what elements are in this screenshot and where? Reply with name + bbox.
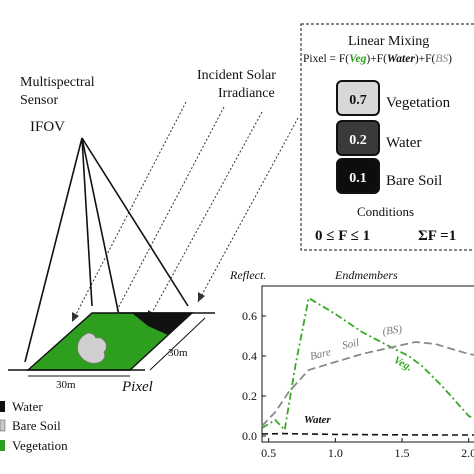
eq-bs: BS: [435, 53, 448, 65]
solar-ray-3: [147, 111, 263, 321]
conditions-title: Conditions: [357, 204, 414, 219]
pixel-label: Pixel: [121, 379, 153, 395]
mixing-equation: Pixel = F(Veg)+F(Water)+F(BS): [303, 53, 452, 65]
series-label-bare: Bare: [309, 346, 332, 363]
legend-swatch-bare-soil: [0, 419, 6, 432]
y-tick-label: 0.6: [242, 309, 257, 323]
ifov-edge-back: [81, 137, 93, 307]
solar-ray-2: [104, 106, 225, 334]
eq-veg: Veg: [349, 53, 367, 65]
sensor-label-line1: Multispectral: [20, 75, 95, 90]
series-label-water: Water: [304, 414, 331, 426]
fraction-box-water: [336, 120, 380, 156]
series-label-bs: (BS): [382, 323, 403, 338]
fraction-label-bare-soil: Bare Soil: [386, 173, 442, 189]
legend-label-water: Water: [12, 399, 43, 414]
series-label-soil: Soil: [341, 337, 360, 352]
linear-mixing-panel: Linear Mixing Pixel = F(Veg)+F(Water)+F(…: [300, 23, 474, 251]
legend: Water Bare Soil Vegetation: [0, 399, 68, 453]
pixel-width-label: 30m: [56, 379, 76, 391]
legend-swatch-vegetation: [0, 440, 5, 451]
solar-ray-1: [71, 101, 187, 323]
arrowhead-1: [72, 312, 79, 322]
sensor-label-line2: Sensor: [20, 93, 58, 108]
mixing-title: Linear Mixing: [348, 34, 429, 49]
condition-sum: ΣF =1: [418, 228, 456, 244]
chart-ylabel: Reflect.: [229, 268, 266, 282]
condition-range: 0 ≤ F ≤ 1: [315, 228, 370, 244]
mixing-box-border: [300, 23, 474, 251]
pixel-depth-label: 30m: [168, 347, 188, 359]
endmember-chart: Reflect. Endmembers 0.0 0.2 0.4 0.6 0.5 1.0 1.…: [229, 268, 474, 460]
bare-soil-area: [77, 332, 107, 364]
fraction-label-vegetation: Vegetation: [386, 95, 451, 111]
eq-water: Water: [387, 53, 415, 65]
x-tick-label: 1.0: [328, 446, 343, 460]
legend-swatch-water: [0, 401, 5, 412]
arrowhead-4: [198, 292, 205, 302]
y-tick-label: 0.2: [242, 389, 257, 403]
legend-label-bare-soil: Bare Soil: [12, 418, 61, 433]
ifov-label: IFOV: [30, 119, 65, 135]
y-tick-label: 0.0: [242, 429, 257, 443]
eq-suffix: ): [448, 53, 452, 65]
chart-series: [261, 296, 474, 436]
series-line-2: [261, 432, 474, 436]
chart-title: Endmembers: [334, 268, 398, 282]
legend-label-vegetation: Vegetation: [12, 438, 68, 453]
fraction-box-bare-soil: [336, 158, 380, 194]
solar-ray-4: [197, 117, 299, 303]
chart-ticks: 0.0 0.2 0.4 0.6 0.5 1.0 1.5 2.0: [242, 309, 474, 460]
x-tick-label: 0.5: [261, 446, 276, 460]
fraction-value-vegetation: 0.7: [349, 93, 367, 108]
ifov-edge-right: [81, 137, 189, 307]
eq-prefix: Pixel = F(: [303, 53, 349, 65]
x-tick-label: 1.5: [395, 446, 410, 460]
series-line-1: [261, 341, 474, 427]
water-area: [132, 313, 192, 335]
solar-label-line2: Irradiance: [218, 86, 275, 101]
fraction-value-water: 0.2: [349, 133, 367, 148]
fraction-label-water: Water: [386, 135, 421, 151]
fraction-value-bare-soil: 0.1: [349, 171, 367, 186]
pixel-depth-dim: [149, 317, 206, 371]
chart-plot-frame: [261, 285, 474, 443]
eq-mid1: )+F(: [366, 53, 387, 65]
solar-label-line1: Incident Solar: [197, 68, 276, 83]
ifov-edge-left: [24, 137, 83, 363]
pixel-ground: [8, 312, 215, 377]
x-tick-label: 2.0: [461, 446, 474, 460]
solar-rays: [71, 101, 299, 334]
series-line-0: [261, 296, 474, 432]
y-tick-label: 0.4: [242, 349, 257, 363]
fraction-box-vegetation: [336, 80, 380, 116]
eq-mid2: )+F(: [415, 53, 436, 65]
